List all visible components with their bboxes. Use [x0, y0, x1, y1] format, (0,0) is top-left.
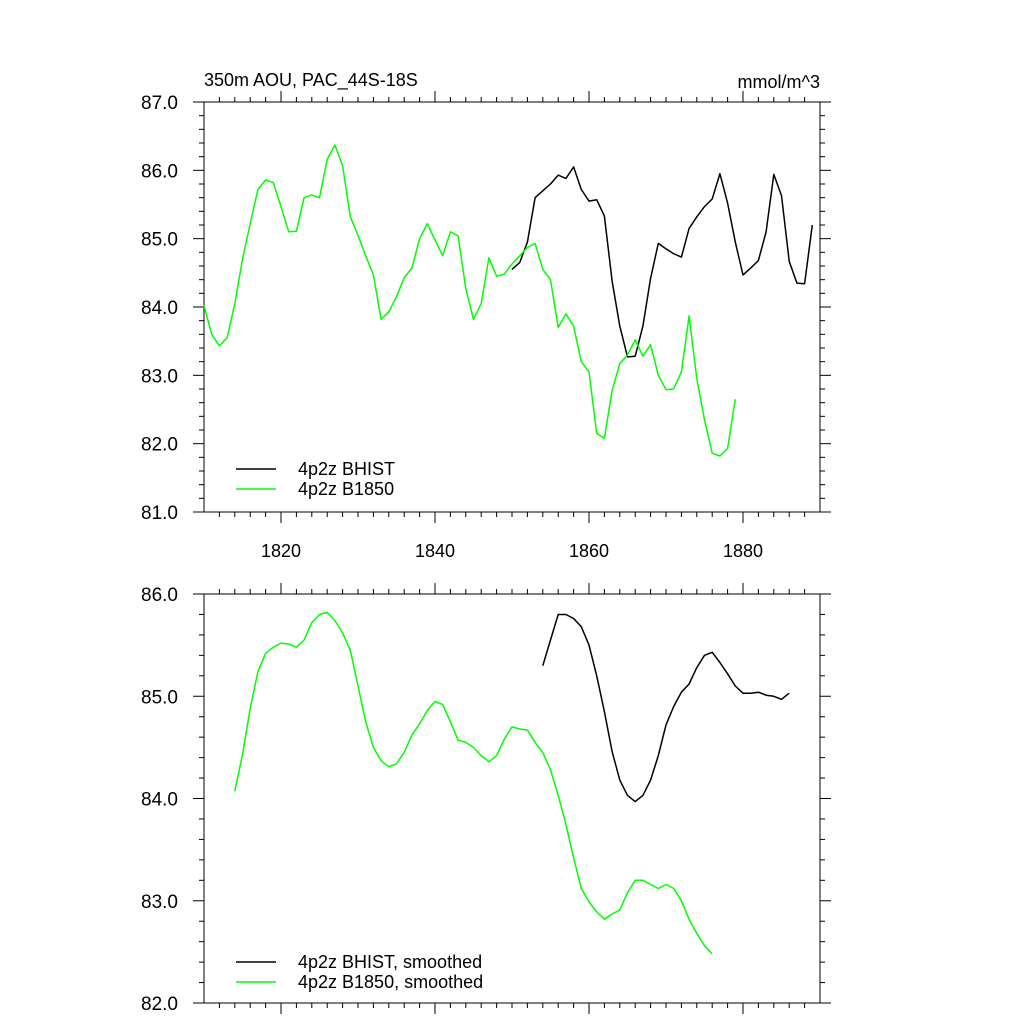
legend-label: 4p2z BHIST, smoothed: [298, 952, 482, 972]
y-tick-label: 84.0: [141, 298, 178, 319]
y-tick-label: 86.0: [141, 585, 178, 606]
y-tick-label: 83.0: [141, 892, 178, 913]
y-tick-label: 87.0: [141, 93, 178, 114]
plot-frame: [203, 593, 821, 1004]
y-tick-label: 82.0: [141, 994, 178, 1015]
y-tick-label: 85.0: [141, 230, 178, 251]
plot-frame: [203, 101, 821, 513]
y-tick-label: 81.0: [141, 503, 178, 524]
chart-title: 350m AOU, PAC_44S-18S: [204, 70, 418, 91]
x-tick-label: 1820: [261, 541, 301, 561]
legend-label: 4p2z BHIST: [298, 459, 395, 479]
series-line-b1850: [234, 611, 713, 955]
series-line-b1850: [203, 144, 737, 457]
y-tick-label: 85.0: [141, 687, 178, 708]
y-tick-label: 82.0: [141, 435, 178, 456]
y-tick-label: 84.0: [141, 790, 178, 811]
bottom-panel: 82.0 83.0 84.0 85.0 86.0 4p2z BHIST, smoothed…: [141, 583, 831, 1015]
legend-label: 4p2z B1850: [298, 479, 394, 499]
legend-label: 4p2z B1850, smoothed: [298, 972, 483, 992]
series-line-bhist: [542, 613, 790, 803]
units-label: mmol/m^3: [738, 72, 820, 92]
top-panel: 350m AOU, PAC_44S-18S mmol/m^3 1820 1840 186…: [141, 70, 831, 561]
x-tick-label: 1880: [723, 541, 763, 561]
y-tick-label: 86.0: [141, 161, 178, 182]
series-line-bhist: [511, 166, 814, 358]
x-tick-label: 1860: [569, 541, 609, 561]
y-tick-label: 83.0: [141, 366, 178, 387]
x-tick-label: 1840: [415, 541, 455, 561]
